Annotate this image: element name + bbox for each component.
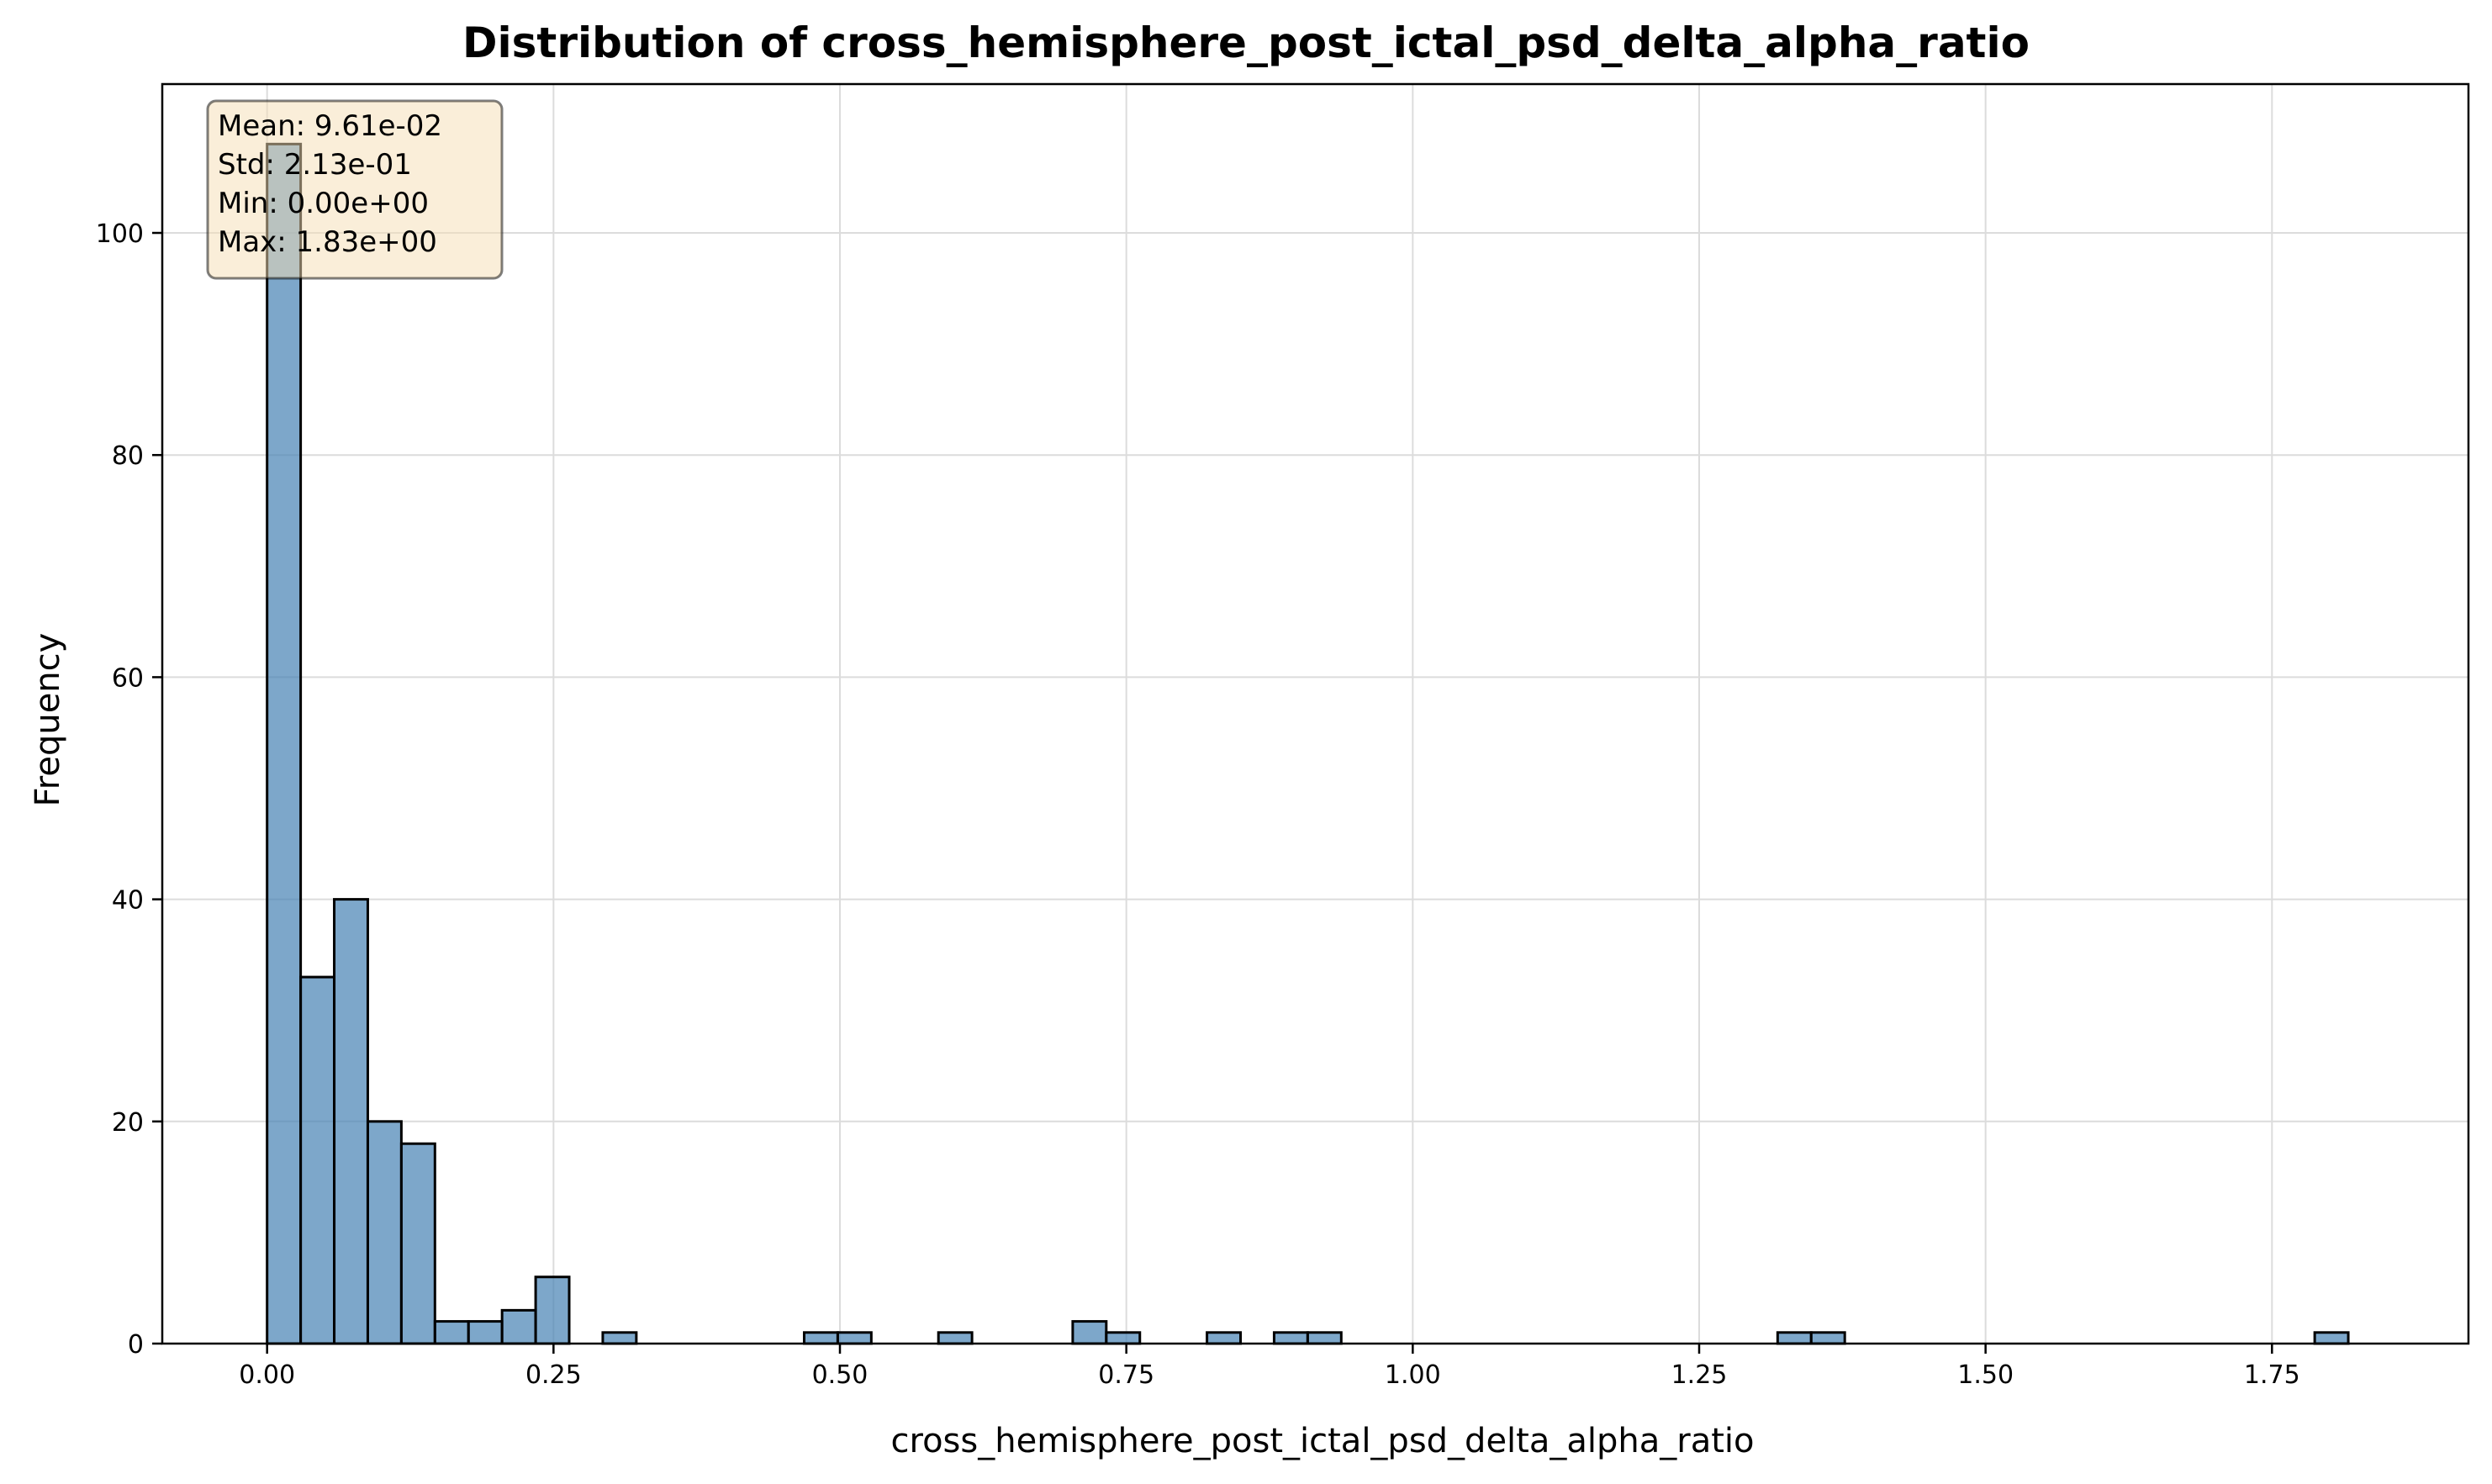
y-tick-label: 0	[128, 1330, 144, 1360]
x-tick-label: 0.25	[525, 1360, 582, 1390]
histogram-bar	[299, 975, 336, 1345]
histogram-bar	[1206, 1331, 1243, 1345]
histogram-bar	[937, 1331, 974, 1345]
histogram-bar	[366, 1120, 403, 1345]
histogram-bar	[333, 898, 369, 1345]
histogram-bar	[1306, 1331, 1343, 1345]
y-tick-label: 60	[112, 663, 144, 693]
x-tick-label: 0.75	[1098, 1360, 1154, 1390]
histogram-bar	[2313, 1331, 2350, 1345]
histogram-bars	[266, 142, 2350, 1345]
stats-max: Max: 1.83e+00	[218, 225, 437, 259]
y-tick-label: 20	[112, 1108, 144, 1138]
histogram-bar	[802, 1331, 839, 1345]
histogram-bar	[1105, 1331, 1142, 1345]
histogram-bar	[601, 1331, 638, 1345]
histogram-bar	[433, 1320, 470, 1345]
histogram-bar	[266, 142, 303, 1345]
x-tick-label: 1.50	[1957, 1360, 2014, 1390]
stats-min: Min: 0.00e+00	[218, 187, 429, 220]
x-tick-label: 0.50	[812, 1360, 869, 1390]
y-tick-label: 80	[112, 441, 144, 471]
histogram-bar	[534, 1275, 571, 1345]
histogram-bar	[399, 1142, 436, 1345]
histogram-bar	[1809, 1331, 1846, 1345]
tick-marks: 0.00 0.25 0.50 0.75 1.00 1.25 1.50 1.75 0 20 40 60 8…	[96, 219, 2300, 1390]
x-tick-label: 1.00	[1385, 1360, 1441, 1390]
axes	[161, 82, 2470, 1345]
histogram-bar	[1071, 1320, 1108, 1345]
y-tick-label: 100	[96, 219, 144, 249]
x-axis-label: cross_hemisphere_post_ictal_psd_delta_al…	[891, 1422, 1755, 1460]
y-tick-label: 40	[112, 886, 144, 916]
y-axis-label: Frequency	[29, 633, 67, 807]
x-tick-label: 1.75	[2244, 1360, 2300, 1390]
stats-std: Std: 2.13e-01	[218, 148, 412, 182]
plot-frame	[161, 82, 2470, 1345]
histogram-bar	[467, 1320, 504, 1345]
stats-box-background	[206, 99, 504, 280]
stats-box: Mean: 9.61e-02 Std: 2.13e-01 Min: 0.00e+…	[206, 99, 504, 280]
chart-title: Distribution of cross_hemisphere_post_ic…	[462, 18, 2030, 67]
x-tick-label: 0.00	[239, 1360, 295, 1390]
histogram-bar	[1272, 1331, 1309, 1345]
stats-mean: Mean: 9.61e-02	[218, 109, 442, 143]
histogram-bar	[1776, 1331, 1813, 1345]
histogram-bar	[500, 1308, 537, 1345]
x-tick-label: 1.25	[1671, 1360, 1728, 1390]
histogram-bar	[836, 1331, 873, 1345]
